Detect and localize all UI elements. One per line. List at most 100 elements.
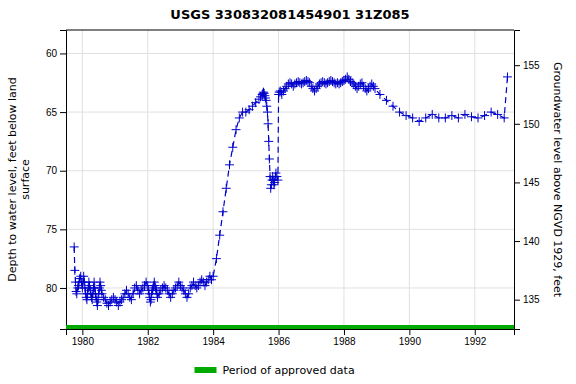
point-marker [382, 96, 391, 105]
point-marker [127, 295, 136, 304]
tick-mark [279, 329, 280, 335]
point-marker [467, 112, 476, 121]
point-marker [389, 102, 398, 111]
point-marker [264, 137, 273, 146]
tick-label: 145 [523, 177, 540, 188]
tick-mark [514, 241, 520, 242]
tick-label: 80 [46, 283, 58, 294]
tick: 1992 [464, 329, 487, 347]
tick: 135 [514, 294, 540, 305]
tick-mark [60, 53, 66, 54]
point-marker [215, 231, 224, 240]
grid-line [213, 30, 214, 329]
tick-mark [60, 112, 66, 113]
tick: 1988 [333, 329, 356, 347]
tick-mark [60, 229, 66, 230]
tick-label: 150 [523, 119, 540, 130]
tick-label: 1984 [203, 336, 226, 347]
point-marker [132, 281, 141, 290]
tick-mark [82, 329, 83, 335]
tick-mark [475, 329, 476, 335]
axis-line [67, 330, 515, 336]
point-marker [184, 289, 193, 298]
y-axis-title: Depth to water level, feet below landsur… [6, 77, 32, 282]
grid-line [66, 229, 514, 230]
tick-mark [514, 300, 520, 301]
point-marker [147, 295, 156, 304]
tick-mark [213, 329, 214, 335]
tick-label: 1988 [333, 336, 356, 347]
point-marker [402, 111, 411, 120]
tick: 1984 [203, 329, 226, 347]
tick: 60 [46, 48, 66, 59]
tick: 70 [46, 165, 66, 176]
tick-mark [148, 329, 149, 335]
point-marker [375, 90, 384, 99]
point-marker [460, 110, 469, 119]
point-marker [222, 184, 231, 193]
tick-label: 70 [46, 165, 58, 176]
point-marker [273, 176, 282, 185]
tick-mark [514, 124, 520, 125]
tick: 80 [46, 283, 66, 294]
tick: 150 [514, 119, 540, 130]
tick-mark [514, 65, 520, 66]
tick-label: 1990 [399, 336, 422, 347]
tick-label: 140 [523, 236, 540, 247]
legend-swatch [195, 367, 217, 373]
tick: 155 [514, 60, 540, 71]
point-marker [371, 84, 380, 93]
tick-label: 60 [46, 48, 58, 59]
point-marker [146, 298, 155, 307]
tick-mark [60, 288, 66, 289]
tick-mark [60, 171, 66, 172]
point-marker [265, 155, 274, 164]
point-marker [93, 301, 102, 310]
tick-label: 155 [523, 60, 540, 71]
marks [66, 72, 514, 329]
series-line [74, 77, 507, 306]
tick-label: 1986 [268, 336, 291, 347]
tick: 65 [46, 107, 66, 118]
legend: Period of approved data [195, 364, 355, 377]
point-marker [79, 272, 88, 281]
tick: 1990 [399, 329, 422, 347]
tick: 1980 [72, 329, 95, 347]
grid-line [66, 170, 514, 171]
tick-label: 75 [46, 224, 58, 235]
point-marker [96, 281, 105, 290]
point-marker [447, 111, 456, 120]
point-marker [261, 94, 270, 103]
point-marker [260, 91, 269, 100]
point-marker [218, 207, 227, 216]
point-marker [262, 96, 271, 105]
legend-label: Period of approved data [223, 364, 355, 377]
point-marker [209, 272, 218, 281]
point-marker [260, 89, 269, 98]
point-marker [225, 160, 234, 169]
point-marker [500, 113, 509, 122]
point-marker [369, 82, 378, 91]
tick-mark [344, 329, 345, 335]
point-marker [232, 125, 241, 134]
point-marker [70, 242, 79, 251]
y2-axis: 155 150 145 140 135 [514, 31, 540, 330]
tick-label: 1992 [464, 336, 487, 347]
point-marker [503, 72, 512, 81]
point-marker [264, 119, 273, 128]
grid-line [343, 30, 344, 329]
grid-line [66, 112, 514, 113]
tick: 140 [514, 236, 540, 247]
approved-period-bar [66, 325, 514, 329]
point-marker [487, 108, 496, 117]
y2-axis-title: Groundwater level above NGVD 1929, feet [551, 62, 564, 298]
tick: 75 [46, 224, 66, 235]
point-marker [263, 108, 272, 117]
tick: 1986 [268, 329, 291, 347]
axis-line [60, 31, 67, 330]
chart-title: USGS 330832081454901 31Z085 [170, 7, 409, 22]
frame-line [66, 30, 514, 31]
tick-label: 135 [523, 294, 540, 305]
tick-label: 1980 [72, 336, 95, 347]
point-marker [270, 180, 279, 189]
